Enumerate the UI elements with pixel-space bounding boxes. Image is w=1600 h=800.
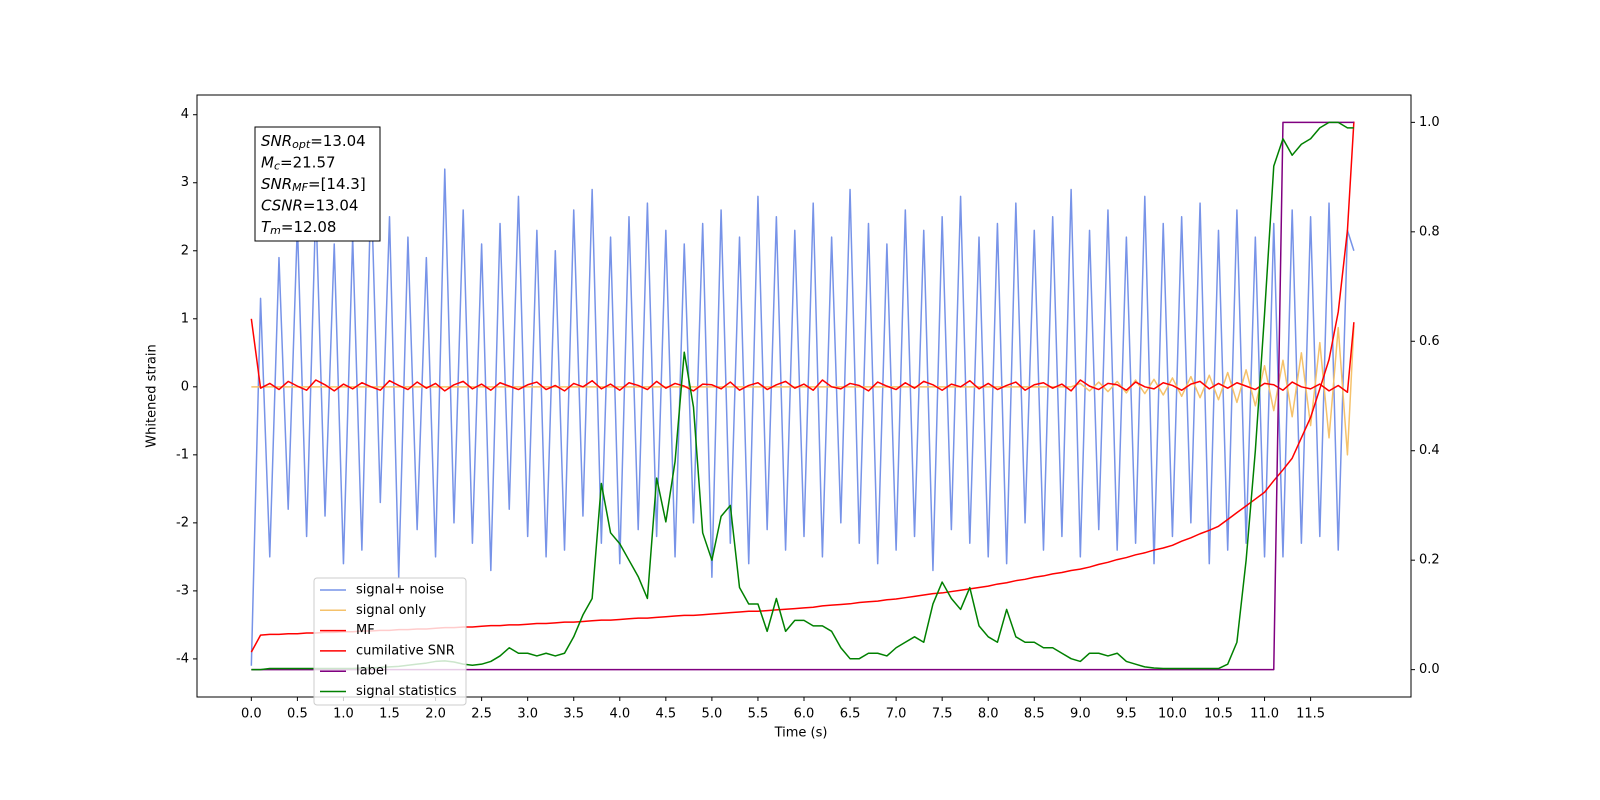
series-line xyxy=(251,325,1355,456)
x-tick-label: 10.0 xyxy=(1158,707,1187,722)
legend-frame xyxy=(313,577,467,706)
legend-label: cumilative SNR xyxy=(356,643,455,658)
legend-label: signal only xyxy=(356,603,426,618)
x-tick-label: 10.5 xyxy=(1204,707,1233,722)
annotation-symbol: SNR xyxy=(261,132,292,150)
legend-label: signal+ noise xyxy=(356,583,444,598)
annotation-symbol: CSNR xyxy=(261,196,303,214)
y-tick-label: -2 xyxy=(176,515,189,530)
y2-tick-label: 0.4 xyxy=(1419,443,1440,458)
y-axis-label: Whitened strain xyxy=(145,344,160,447)
annotation-symbol: M xyxy=(261,153,274,171)
x-tick-label: 8.5 xyxy=(1024,707,1045,722)
x-tick-label: 4.5 xyxy=(655,707,676,722)
x-tick-label: 11.5 xyxy=(1296,707,1325,722)
y2-tick-label: 0.8 xyxy=(1419,224,1440,239)
annotation-line: CSNR=13.04 xyxy=(261,196,358,214)
y-tick-label: -1 xyxy=(176,447,189,462)
x-tick-label: 5.5 xyxy=(748,707,769,722)
x-tick-label: 2.5 xyxy=(471,707,492,722)
y-tick-label: 2 xyxy=(181,243,189,258)
x-tick-label: 8.0 xyxy=(978,707,999,722)
legend-label: label xyxy=(356,664,387,679)
y-tick-label: 0 xyxy=(181,379,189,394)
x-tick-label: 0.5 xyxy=(287,707,308,722)
annotation-subscript: m xyxy=(270,224,281,237)
annotation-frame xyxy=(254,126,381,242)
y-tick-label: -3 xyxy=(176,583,189,598)
x-tick-label: 6.0 xyxy=(794,707,815,722)
annotation-symbol: T xyxy=(261,218,272,236)
annotation-box: SNRopt=13.04Mc=21.57SNRMF=[14.3]CSNR=13.… xyxy=(254,126,381,242)
y-tick-label: 4 xyxy=(181,107,189,122)
x-tick-label: 7.5 xyxy=(932,707,953,722)
annotation-line: SNRMF=[14.3] xyxy=(261,175,366,195)
x-tick-label: 3.0 xyxy=(517,707,538,722)
legend: signal+ noise signal only MF cumilative SNR… xyxy=(313,577,467,706)
x-tick-label: 5.0 xyxy=(702,707,723,722)
x-tick-label: 9.0 xyxy=(1070,707,1091,722)
x-tick-label: 7.0 xyxy=(886,707,907,722)
annotation-value: =21.57 xyxy=(280,153,336,171)
x-tick-label: 9.5 xyxy=(1116,707,1137,722)
x-axis-label: Time (s) xyxy=(774,726,828,741)
y-tick-label: 1 xyxy=(181,311,189,326)
y2-tick-label: 0.6 xyxy=(1419,334,1440,349)
annotation-value: =13.04 xyxy=(303,196,359,214)
x-tick-label: 11.0 xyxy=(1250,707,1279,722)
annotation-symbol: SNR xyxy=(261,175,292,193)
annotation-line: SNRopt=13.04 xyxy=(261,132,366,152)
series-line xyxy=(250,318,1355,394)
legend-label: signal statistics xyxy=(356,684,457,699)
x-tick-label: 4.0 xyxy=(609,707,630,722)
annotation-line: Tm=12.08 xyxy=(261,218,336,238)
y-tick-label: -4 xyxy=(176,651,189,666)
x-tick-label: 2.0 xyxy=(425,707,446,722)
y2-tick-label: 0.2 xyxy=(1419,553,1440,568)
annotation-value: =12.08 xyxy=(281,218,337,236)
series-line xyxy=(250,168,1355,666)
annotation-line: Mc=21.57 xyxy=(261,153,336,173)
y-tick-label: 3 xyxy=(181,175,189,190)
x-tick-label: 3.5 xyxy=(563,707,584,722)
annotation-value: =[14.3] xyxy=(308,175,366,193)
y2-tick-label: 1.0 xyxy=(1419,115,1440,130)
annotation-subscript: MF xyxy=(292,181,308,194)
annotation-subscript: c xyxy=(274,160,280,173)
x-tick-label: 6.5 xyxy=(840,707,861,722)
y2-tick-label: 0.0 xyxy=(1419,662,1440,677)
x-tick-label: 1.0 xyxy=(333,707,354,722)
annotation-subscript: opt xyxy=(292,138,311,151)
legend-label: MF xyxy=(356,623,375,638)
annotation-value: =13.04 xyxy=(310,132,366,150)
x-tick-label: 0.0 xyxy=(241,707,262,722)
x-tick-label: 1.5 xyxy=(379,707,400,722)
